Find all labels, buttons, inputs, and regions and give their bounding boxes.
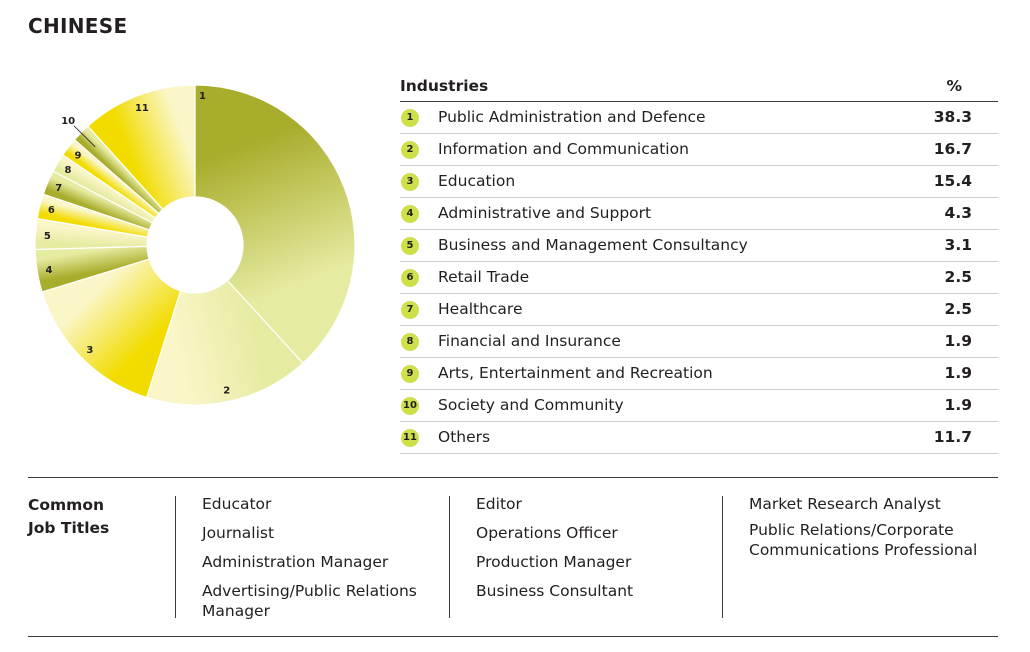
- industry-name: Information and Communication: [438, 140, 689, 158]
- job-title: Business Consultant: [476, 582, 634, 600]
- table-row: 4 Administrative and Support 4.3: [400, 198, 998, 230]
- row-number-badge: 8: [401, 333, 419, 351]
- donut-slice: [87, 84, 196, 211]
- row-number-badge: 11: [401, 429, 419, 447]
- industry-percent: 1.9: [944, 332, 972, 350]
- industry-percent: 4.3: [944, 204, 972, 222]
- row-number-badge: 5: [401, 237, 419, 255]
- percent-header: %: [946, 77, 962, 95]
- industry-percent: 2.5: [944, 300, 972, 318]
- table-row: 2 Information and Communication 16.7: [400, 134, 998, 166]
- industry-name: Society and Community: [438, 396, 624, 414]
- job-titles-label: Common Job Titles: [28, 494, 109, 540]
- industry-percent: 2.5: [944, 268, 972, 286]
- job-title: Editor: [476, 495, 522, 513]
- industry-name: Retail Trade: [438, 268, 530, 286]
- industry-percent: 15.4: [933, 172, 972, 190]
- industry-name: Business and Management Consultancy: [438, 236, 748, 254]
- slice-number-label: 2: [223, 386, 230, 397]
- job-title: Educator: [202, 495, 272, 513]
- job-titles-label-line2: Job Titles: [28, 519, 110, 537]
- slice-leader-line: [73, 125, 96, 148]
- table-row: 11 Others 11.7: [400, 422, 998, 454]
- table-row: 5 Business and Management Consultancy 3.1: [400, 230, 998, 262]
- industry-name: Arts, Entertainment and Recreation: [438, 364, 713, 382]
- job-titles-column-3: Market Research Analyst Public Relations/…: [749, 494, 999, 566]
- donut-slice: [145, 279, 304, 406]
- table-header: Industries %: [400, 72, 998, 102]
- table-row: 1 Public Administration and Defence 38.3: [400, 102, 998, 134]
- slice-number-label: 4: [45, 265, 52, 276]
- job-titles-column-1: Educator Journalist Administration Manager…: [202, 494, 432, 630]
- slice-number-label: 11: [135, 103, 149, 114]
- industry-percent: 16.7: [933, 140, 972, 158]
- row-number-badge: 4: [401, 205, 419, 223]
- industry-name: Public Administration and Defence: [438, 108, 706, 126]
- page-title: CHINESE: [28, 14, 128, 38]
- slice-number-label: 7: [55, 183, 62, 194]
- industry-percent: 3.1: [944, 236, 972, 254]
- industry-percent: 38.3: [933, 108, 972, 126]
- industry-percent: 1.9: [944, 396, 972, 414]
- slice-number-label: 8: [65, 165, 72, 176]
- table-row: 7 Healthcare 2.5: [400, 294, 998, 326]
- column-separator: [449, 496, 450, 618]
- job-titles-column-2: Editor Operations Officer Production Manag…: [476, 494, 706, 610]
- industry-name: Others: [438, 428, 491, 446]
- industries-header: Industries: [400, 77, 489, 95]
- divider-top: [28, 477, 998, 478]
- row-number-badge: 9: [401, 365, 419, 383]
- job-title: Administration Manager: [202, 553, 389, 571]
- donut-slice: [194, 84, 356, 365]
- table-body: 1 Public Administration and Defence 38.3 2 I…: [400, 102, 998, 454]
- column-separator: [722, 496, 723, 618]
- row-number-badge: 2: [401, 141, 419, 159]
- industry-percent: 1.9: [944, 364, 972, 382]
- slice-number-label: 9: [74, 150, 81, 161]
- table-row: 10 Society and Community 1.9: [400, 390, 998, 422]
- job-titles-label-line1: Common: [28, 496, 105, 514]
- row-number-badge: 6: [401, 269, 419, 287]
- table-row: 9 Arts, Entertainment and Recreation 1.9: [400, 358, 998, 390]
- row-number-badge: 3: [401, 173, 419, 191]
- row-number-badge: 10: [401, 397, 419, 415]
- industry-name: Administrative and Support: [438, 204, 652, 222]
- slice-number-label: 5: [44, 231, 51, 242]
- table-row: 3 Education 15.4: [400, 166, 998, 198]
- job-title: Advertising/Public Relations Manager: [202, 582, 417, 620]
- table-row: 8 Financial and Insurance 1.9: [400, 326, 998, 358]
- donut-slice: [41, 258, 182, 399]
- slice-number-label: 1: [199, 91, 206, 102]
- slice-number-label: 3: [86, 345, 93, 356]
- slice-number-label: 6: [48, 205, 55, 216]
- job-title: Production Manager: [476, 553, 632, 571]
- industries-table: Industries % 1 Public Administration and …: [400, 72, 998, 454]
- column-separator: [175, 496, 176, 618]
- industry-percent: 11.7: [933, 428, 972, 446]
- row-number-badge: 1: [401, 109, 419, 127]
- job-title: Public Relations/Corporate Communication…: [749, 521, 978, 559]
- table-row: 6 Retail Trade 2.5: [400, 262, 998, 294]
- job-title: Operations Officer: [476, 524, 618, 542]
- industry-name: Education: [438, 172, 516, 190]
- job-title: Journalist: [202, 524, 275, 542]
- industry-name: Healthcare: [438, 300, 523, 318]
- slice-number-label: 10: [61, 116, 75, 127]
- industry-name: Financial and Insurance: [438, 332, 621, 350]
- job-title: Market Research Analyst: [749, 495, 941, 513]
- row-number-badge: 7: [401, 301, 419, 319]
- divider-bottom: [28, 636, 998, 637]
